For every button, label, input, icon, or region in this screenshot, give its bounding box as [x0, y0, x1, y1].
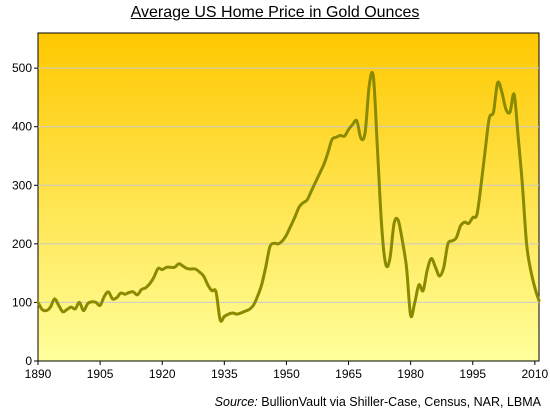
y-tick-label: 0 — [25, 354, 32, 368]
x-tick-label: 1935 — [211, 367, 238, 381]
x-tick-label: 1980 — [397, 367, 424, 381]
axes — [34, 67, 536, 365]
source-note: Source: BullionVault via Shiller-Case, C… — [215, 395, 541, 409]
y-tick-label: 100 — [12, 295, 32, 309]
x-tick-label: 1890 — [25, 367, 52, 381]
x-tick-label: 1995 — [459, 367, 486, 381]
x-tick-label: 1965 — [335, 367, 362, 381]
grid-lines — [38, 67, 539, 303]
plot-area — [37, 32, 540, 362]
y-tick-label: 400 — [12, 120, 32, 134]
y-tick-label: 300 — [12, 178, 32, 192]
x-tick-label: 1905 — [87, 367, 114, 381]
y-tick-label: 500 — [12, 61, 32, 75]
series-line — [36, 70, 541, 323]
series-group — [36, 70, 541, 323]
y-tick-label: 200 — [12, 237, 32, 251]
x-tick-label: 1920 — [149, 367, 176, 381]
x-tick-label: 2010 — [522, 367, 549, 381]
source-text: BullionVault via Shiller-Case, Census, N… — [261, 395, 541, 409]
chart-title: Average US Home Price in Gold Ounces — [130, 4, 420, 21]
tick-labels: 0 100 200 300 400 500 1890 1905 1920 1935 1950 1965… — [12, 61, 549, 381]
source-prefix: Source: — [214, 395, 258, 409]
x-tick-label: 1950 — [273, 367, 300, 381]
